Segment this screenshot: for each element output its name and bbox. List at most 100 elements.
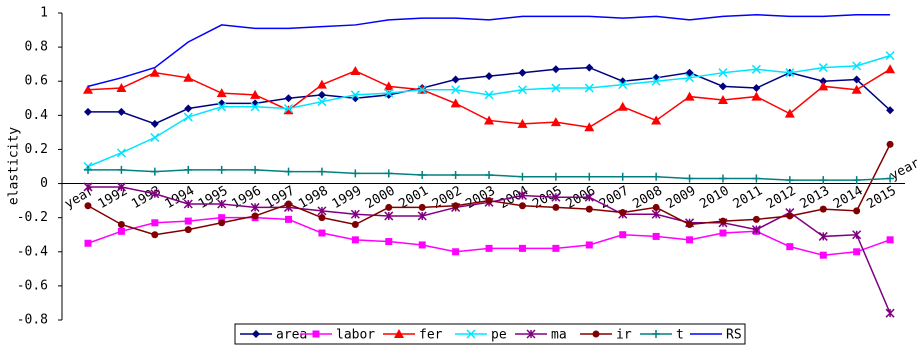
point: [84, 202, 92, 210]
point: [785, 176, 794, 185]
point: [150, 167, 159, 176]
point: [317, 167, 326, 176]
point: [117, 227, 125, 235]
point: [84, 165, 92, 174]
point: [384, 88, 394, 98]
legend-marker: [252, 330, 260, 338]
point: [784, 108, 795, 118]
x-tick-label: 2007: [597, 183, 632, 212]
point: [518, 244, 526, 252]
point: [451, 85, 461, 95]
point: [651, 209, 661, 219]
series-line: [87, 13, 891, 88]
point: [751, 225, 761, 235]
point: [685, 68, 694, 77]
legend-label: RS: [726, 328, 742, 343]
point: [819, 77, 828, 86]
point: [818, 63, 828, 73]
point: [517, 118, 528, 128]
point: [251, 212, 259, 220]
point: [149, 67, 160, 77]
point: [518, 68, 527, 77]
point: [217, 102, 227, 112]
point: [317, 206, 327, 216]
y-tick-label: 0.2: [25, 142, 48, 157]
point: [351, 169, 360, 178]
point: [117, 165, 126, 174]
point: [517, 190, 527, 201]
legend-label: area: [276, 328, 307, 343]
x-axis-label: year: [887, 156, 921, 184]
point: [151, 231, 159, 239]
point: [184, 104, 193, 113]
point: [484, 90, 494, 100]
point: [216, 88, 227, 98]
point: [786, 243, 794, 251]
point: [317, 97, 327, 107]
x-tick-label: 2002: [430, 183, 465, 212]
point: [485, 197, 493, 205]
point: [451, 75, 460, 84]
point: [285, 200, 293, 208]
y-tick-label: -0.8: [17, 313, 48, 328]
point: [518, 172, 527, 181]
point: [485, 171, 494, 180]
point: [751, 91, 762, 101]
point: [852, 75, 861, 84]
point: [283, 103, 294, 114]
point: [585, 172, 594, 181]
point: [217, 199, 227, 209]
legend-label: ir: [616, 328, 632, 343]
point: [585, 63, 594, 72]
point: [384, 211, 394, 221]
point: [383, 81, 394, 91]
x-tick-label: 2009: [664, 183, 699, 212]
point: [183, 199, 193, 209]
y-tick-label: -0.4: [17, 244, 48, 259]
point: [250, 202, 260, 212]
point: [718, 82, 727, 91]
point: [885, 308, 895, 318]
point: [184, 217, 192, 225]
point: [886, 140, 894, 148]
y-tick-label: 0: [40, 176, 48, 191]
point: [418, 241, 426, 249]
point: [217, 165, 226, 174]
point: [652, 232, 660, 240]
point: [450, 98, 461, 108]
point: [218, 219, 226, 227]
legend-label: pe: [491, 328, 507, 343]
legend-label: ma: [551, 328, 567, 343]
point: [551, 192, 561, 202]
point: [886, 236, 894, 244]
point: [117, 220, 125, 228]
point: [517, 85, 527, 95]
point: [718, 174, 727, 183]
point: [418, 171, 427, 180]
point: [585, 205, 593, 213]
point: [819, 205, 827, 213]
y-tick-label: 0.6: [25, 74, 48, 89]
legend-marker: [526, 329, 536, 339]
point: [418, 203, 426, 211]
point: [318, 229, 326, 237]
point: [385, 238, 393, 246]
point: [84, 239, 92, 247]
y-tick-label: 1: [40, 6, 48, 21]
point: [116, 83, 127, 93]
point: [718, 68, 728, 78]
point: [551, 83, 561, 93]
legend: [234, 323, 746, 345]
point: [150, 189, 160, 199]
point: [83, 182, 93, 192]
point: [184, 226, 192, 234]
point: [851, 84, 862, 94]
point: [853, 248, 861, 256]
point: [417, 85, 427, 95]
point: [617, 101, 628, 111]
point: [150, 119, 159, 128]
point: [84, 107, 92, 116]
point: [317, 90, 326, 99]
point: [584, 122, 595, 132]
